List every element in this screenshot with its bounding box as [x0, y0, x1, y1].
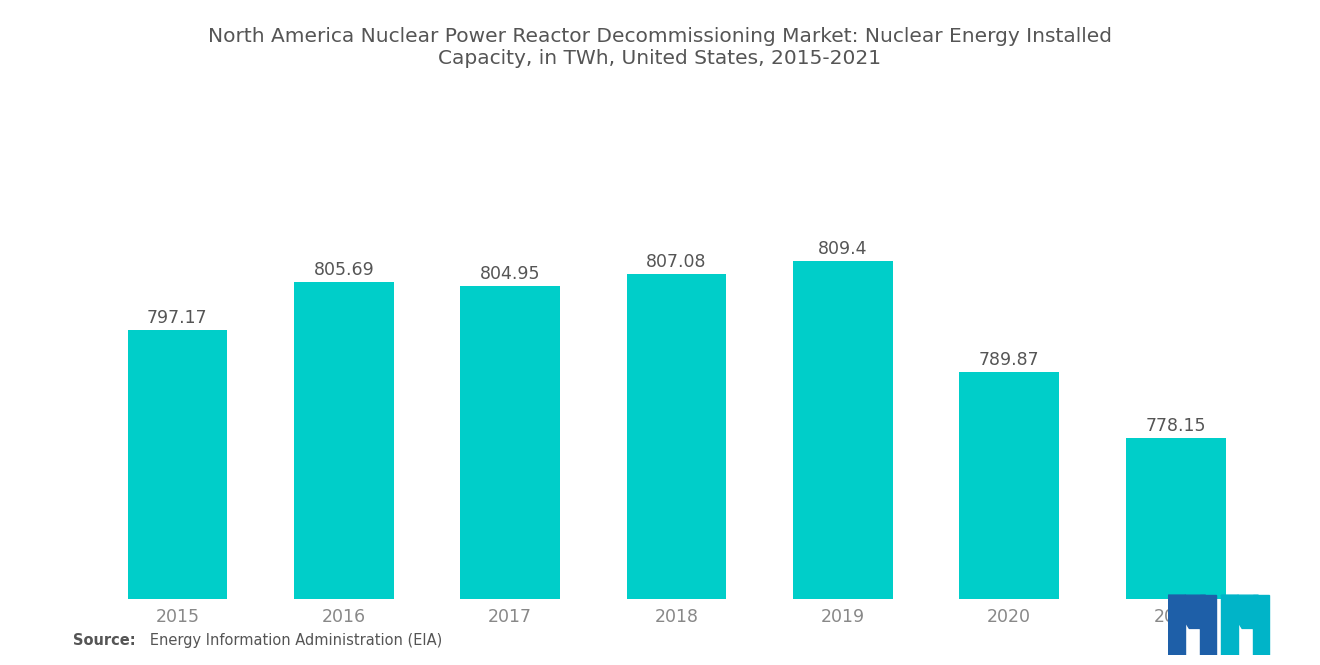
Bar	[128, 330, 227, 665]
Text: 807.08: 807.08	[647, 253, 706, 271]
Polygon shape	[1221, 595, 1238, 655]
Polygon shape	[1168, 595, 1200, 628]
Bar	[294, 282, 393, 665]
Text: 805.69: 805.69	[313, 261, 374, 279]
Polygon shape	[1168, 595, 1185, 655]
Polygon shape	[1253, 595, 1269, 655]
Text: Energy Information Administration (EIA): Energy Information Administration (EIA)	[136, 633, 442, 648]
Text: North America Nuclear Power Reactor Decommissioning Market: Nuclear Energy Insta: North America Nuclear Power Reactor Deco…	[209, 27, 1111, 68]
Bar	[960, 372, 1059, 665]
Bar	[1126, 438, 1225, 665]
Text: 797.17: 797.17	[147, 309, 207, 327]
Text: Source:: Source:	[73, 633, 135, 648]
Bar	[793, 261, 892, 665]
Text: 804.95: 804.95	[480, 265, 540, 283]
Bar	[627, 274, 726, 665]
Text: 778.15: 778.15	[1146, 418, 1206, 436]
Text: 789.87: 789.87	[979, 351, 1040, 369]
Text: 809.4: 809.4	[818, 239, 867, 258]
Polygon shape	[1200, 595, 1216, 655]
Polygon shape	[1238, 595, 1269, 628]
Polygon shape	[1221, 595, 1253, 628]
Bar	[461, 286, 560, 665]
Polygon shape	[1185, 595, 1216, 628]
